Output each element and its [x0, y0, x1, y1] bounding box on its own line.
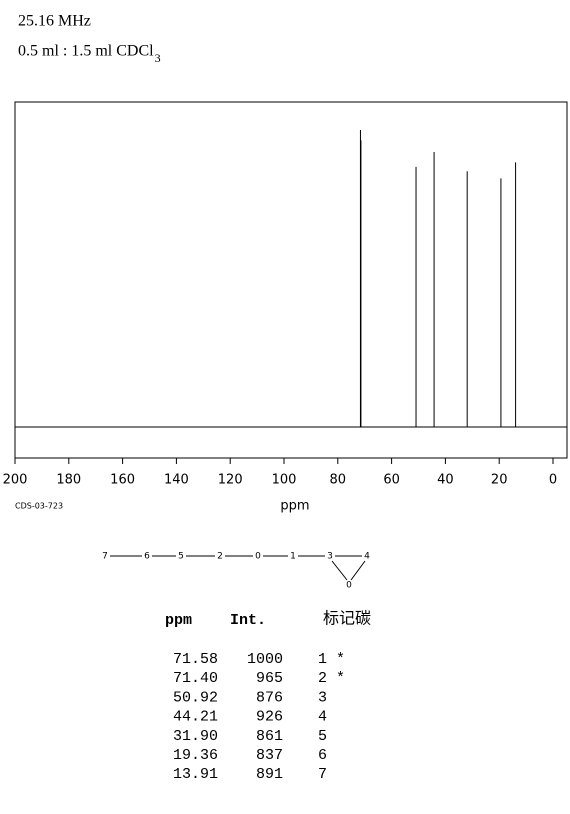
table-cell: 926 [256, 709, 283, 726]
atom-label: 0 [346, 581, 352, 591]
table-cell: 2 * [318, 670, 345, 687]
solvent-subscript: 3 [155, 51, 161, 65]
table-cell: 1 * [318, 651, 345, 668]
atom-label: 7 [102, 552, 108, 562]
structure-bonds [110, 555, 366, 581]
table-cell: 6 [318, 747, 327, 764]
table-cell: 19.36 [173, 747, 218, 764]
x-tick-label: 40 [437, 473, 454, 488]
x-tick-label: 80 [330, 473, 347, 488]
spectrum-code: CDS-03-723 [15, 502, 63, 511]
table-header: Int. [230, 612, 266, 629]
table-header: 标记碳 [323, 610, 371, 628]
table-cell: 837 [256, 747, 283, 764]
x-tick-label: 160 [110, 473, 135, 488]
x-tick-label: 180 [56, 473, 81, 488]
table-cell: 71.58 [173, 651, 218, 668]
x-axis-label: ppm [280, 499, 309, 514]
x-tick-label: 20 [491, 473, 508, 488]
plot-frame [14, 101, 568, 459]
table-cell: 965 [256, 670, 283, 687]
table-cell: 891 [256, 766, 283, 783]
x-tick-label: 200 [3, 473, 28, 488]
solvent: 0.5 ml : 1.5 ml CDCl [18, 43, 154, 60]
frequency: 25.16 MHz [18, 13, 91, 30]
table-cell: 71.40 [173, 670, 218, 687]
table-cell: 7 [318, 766, 327, 783]
x-tick-label: 0 [549, 473, 557, 488]
x-tick-label: 120 [218, 473, 243, 488]
table-cell: 5 [318, 728, 327, 745]
atom-label: 1 [290, 552, 296, 562]
atom-label: 0 [255, 552, 261, 562]
atom-label: 5 [178, 552, 184, 562]
table-cell: 3 [318, 689, 327, 706]
table-cell: 1000 [247, 651, 283, 668]
atom-label: 3 [327, 552, 333, 562]
x-tick-label: 60 [383, 473, 400, 488]
atom-label: 4 [364, 552, 370, 562]
atom-label: 6 [144, 552, 150, 562]
table-cell: 50.92 [173, 689, 218, 706]
table-cell: 876 [256, 689, 283, 706]
table-cell: 31.90 [173, 728, 218, 745]
table-cell: 4 [318, 709, 327, 726]
table-cell: 861 [256, 728, 283, 745]
x-tick-label: 140 [164, 473, 189, 488]
x-tick-label: 100 [272, 473, 297, 488]
table-cell: 44.21 [173, 709, 218, 726]
atom-label: 2 [217, 552, 223, 562]
table-header: ppm [165, 612, 192, 629]
table-cell: 13.91 [173, 766, 218, 783]
